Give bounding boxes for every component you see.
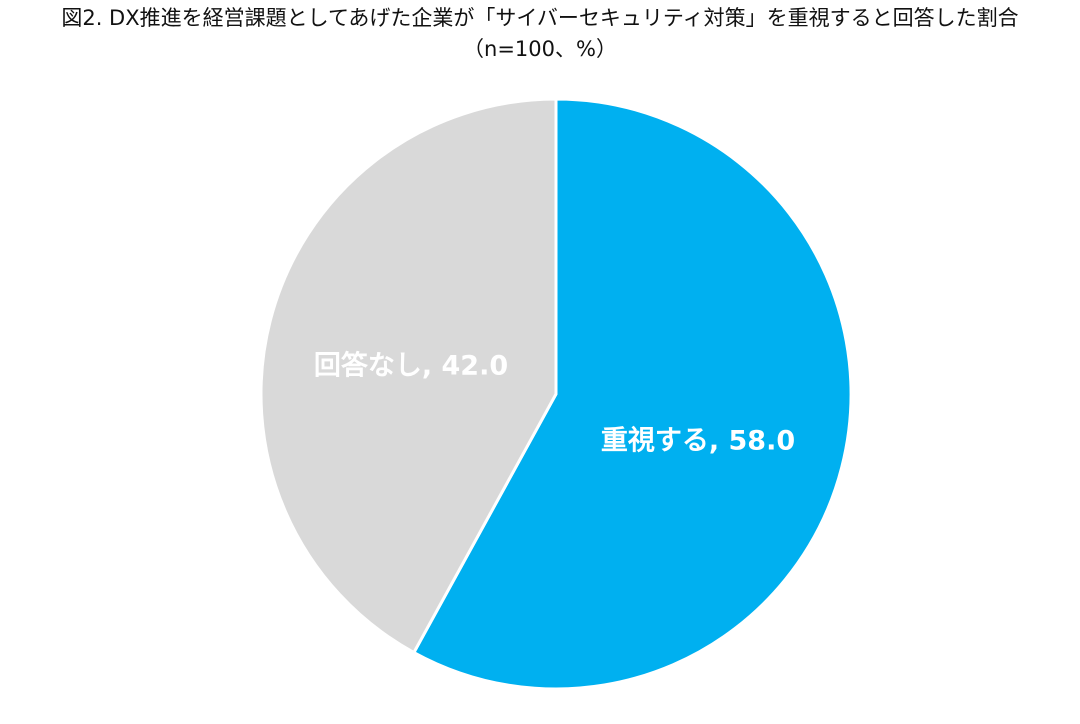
- pie-slice-2: [259, 97, 558, 655]
- pie-slices: [259, 97, 853, 691]
- pie-slice-1: [412, 97, 853, 691]
- title-block: 図2. DX推進を経営課題としてあげた企業が「サイバーセキュリティ対策」を重視す…: [0, 2, 1080, 64]
- pie-label-1: 重視する, 58.0: [601, 426, 795, 457]
- chart-title: 図2. DX推進を経営課題としてあげた企業が「サイバーセキュリティ対策」を重視す…: [61, 6, 1019, 30]
- chart-subtitle: （n=100、%）: [463, 37, 617, 61]
- pie-label-2: 回答なし, 42.0: [314, 350, 508, 382]
- pie-labels: 重視する, 58.0 回答なし, 42.0: [314, 350, 795, 457]
